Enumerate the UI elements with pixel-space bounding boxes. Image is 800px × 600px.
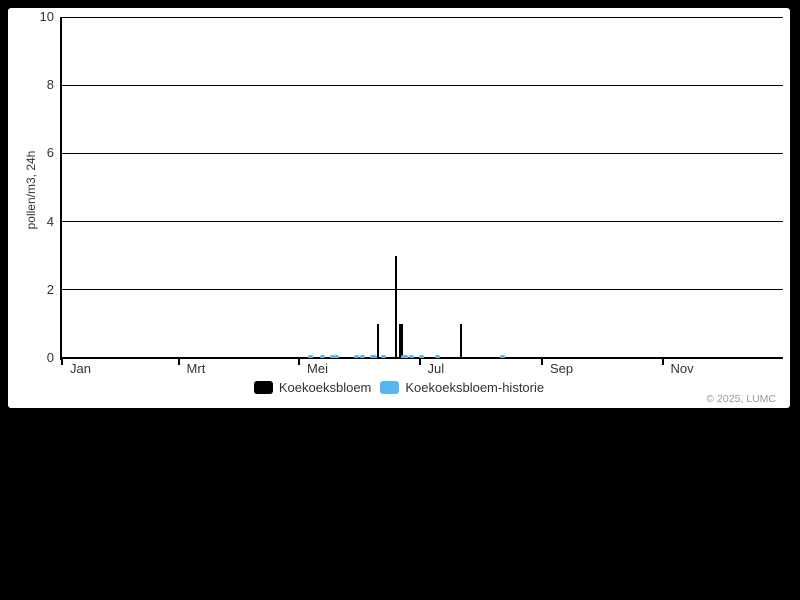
legend-item-koekoeksbloem[interactable]: Koekoeksbloem	[253, 380, 372, 395]
historie-dot	[403, 355, 409, 358]
y-tick-label-2: 2	[46, 281, 54, 297]
gridline-y6	[62, 152, 783, 154]
chart-panel: pollen/m3, 24h 0 2 4 6 8 10 Jan Mrt Mei Jul Sep Nov…	[8, 8, 790, 408]
gridline-y4	[62, 221, 783, 223]
x-tick-mrt	[177, 358, 180, 365]
historie-dot	[359, 355, 365, 358]
y-axis-line	[60, 17, 62, 360]
y-tick-label-6: 6	[46, 145, 54, 161]
y-tick-label-4: 4	[46, 213, 54, 229]
gridline-y8	[62, 84, 783, 86]
copyright-text: © 2025, LUMC	[706, 393, 776, 405]
x-axis-line	[60, 357, 783, 359]
gridline-y2	[62, 289, 783, 291]
historie-dot	[371, 355, 377, 358]
historie-dot	[434, 355, 440, 358]
historie-dot	[308, 355, 314, 358]
bar-koekoeksbloem	[394, 255, 397, 358]
x-tick-sep	[541, 358, 543, 365]
x-tick-jul	[418, 358, 421, 365]
historie-dot	[381, 355, 387, 358]
y-tick-label-10: 10	[39, 9, 54, 24]
legend: Koekoeksbloem Koekoeksbloem-historie	[8, 380, 790, 395]
y-tick-label-8: 8	[46, 77, 54, 93]
legend-swatch-icon	[253, 381, 273, 394]
historie-dot	[419, 355, 424, 358]
y-tick-label-0: 0	[46, 350, 54, 365]
x-tick-label-mei: Mei	[307, 361, 328, 376]
x-tick-label-mrt: Mrt	[186, 361, 206, 376]
x-tick-label-jul: Jul	[427, 361, 445, 376]
x-tick-mei	[298, 358, 301, 365]
historie-dot	[334, 355, 340, 358]
historie-dot	[500, 355, 505, 358]
x-tick-nov	[661, 358, 664, 365]
historie-dot	[320, 355, 326, 358]
x-tick-label-nov: Nov	[670, 361, 694, 376]
gridline-y10	[62, 16, 783, 18]
x-tick-jan	[61, 358, 63, 365]
x-tick-label-sep: Sep	[550, 361, 574, 376]
legend-label: Koekoeksbloem-historie	[405, 380, 545, 395]
legend-item-koekoeksbloem-historie[interactable]: Koekoeksbloem-historie	[380, 380, 544, 395]
bar-koekoeksbloem	[377, 323, 380, 358]
historie-dot	[330, 355, 336, 358]
historie-dot	[353, 355, 359, 358]
bar-koekoeksbloem	[400, 323, 403, 358]
legend-swatch-icon	[380, 381, 400, 394]
historie-dot	[409, 355, 415, 358]
legend-label: Koekoeksbloem	[278, 380, 372, 395]
x-tick-label-jan: Jan	[70, 361, 91, 376]
bar-koekoeksbloem	[460, 323, 463, 358]
bar-koekoeksbloem	[398, 323, 401, 358]
